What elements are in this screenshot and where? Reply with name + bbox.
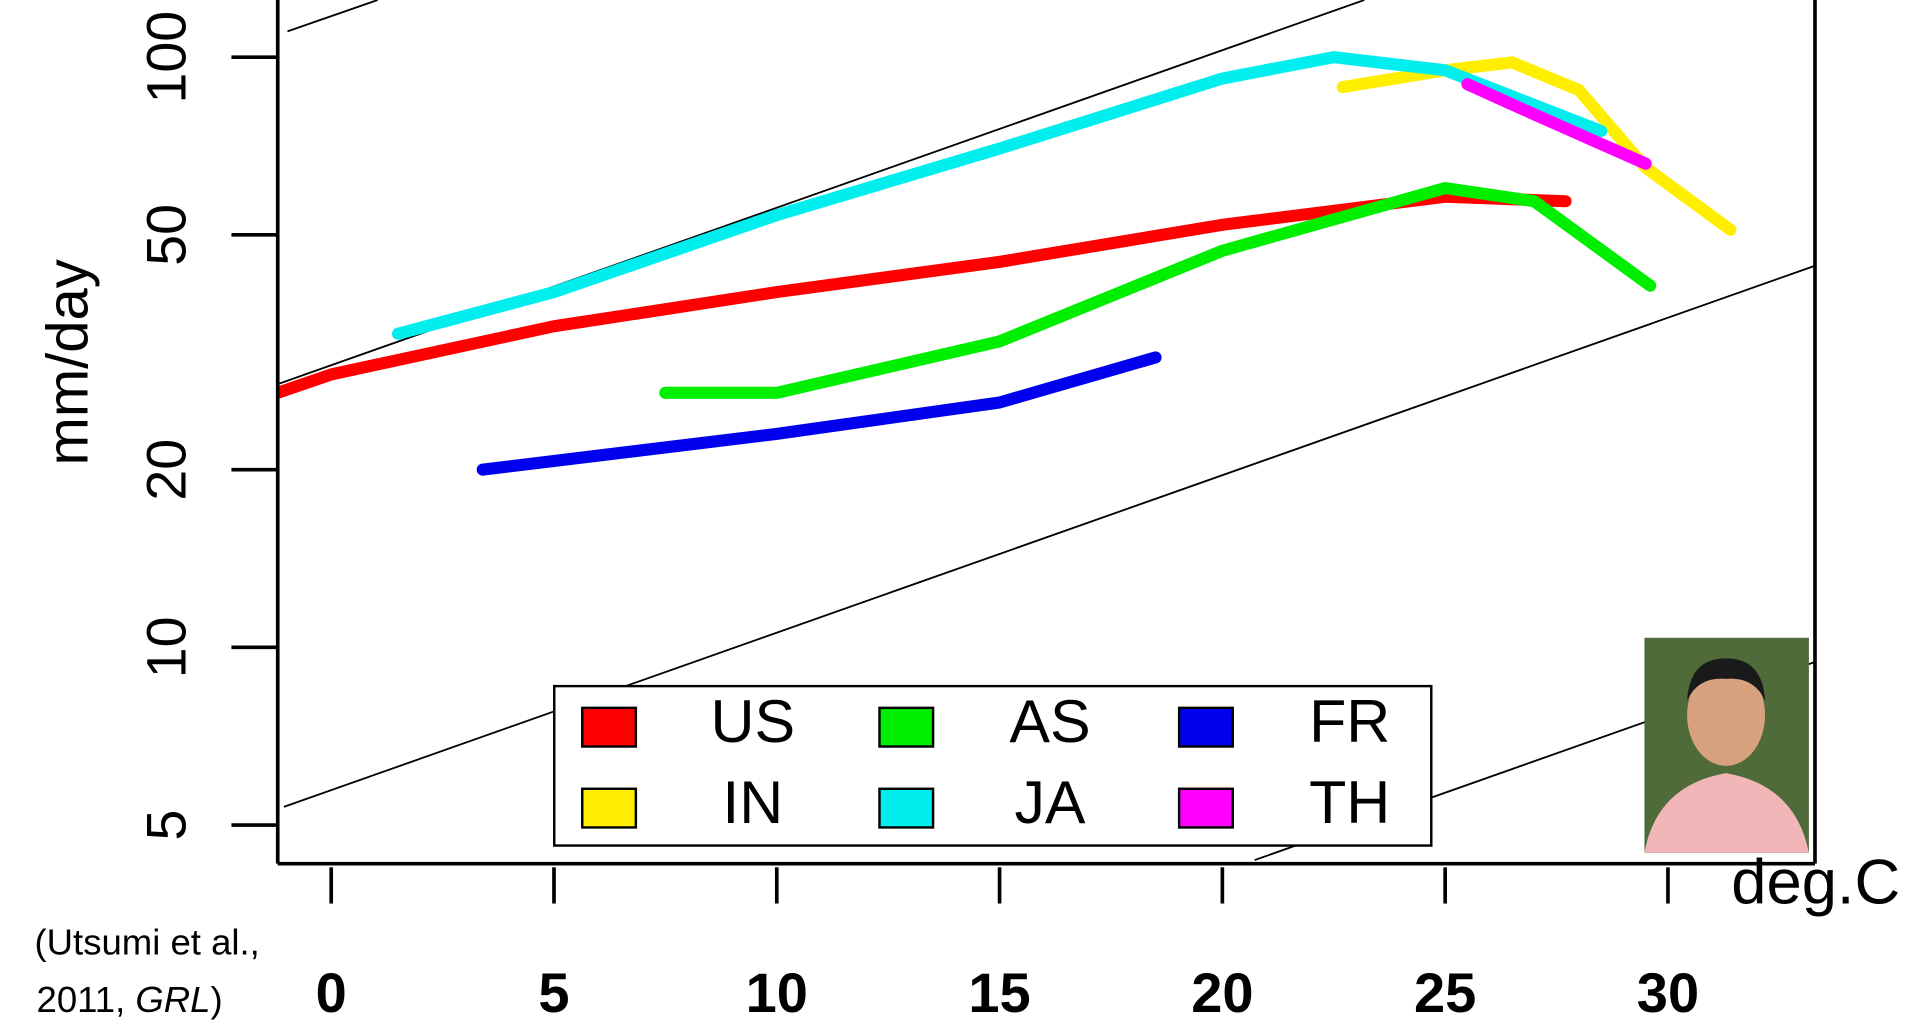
- legend-swatch: [1177, 706, 1234, 748]
- y-tick-label: 10: [134, 616, 197, 678]
- series-line: [659, 182, 1657, 399]
- legend-swatch: [878, 787, 935, 829]
- annotation-journal: GRL: [135, 979, 210, 1020]
- legend-label: TH: [1309, 768, 1390, 836]
- x-tick-label: 10: [746, 961, 808, 1024]
- photo-shirt: [1644, 773, 1809, 853]
- x-tick-label: 20: [1191, 961, 1253, 1024]
- reference-line: [283, 264, 1815, 808]
- x-tick-label: 25: [1414, 961, 1476, 1024]
- legend-box: [553, 684, 1433, 847]
- photo-hair: [1687, 658, 1766, 701]
- legend-swatch: [581, 787, 638, 829]
- x-tick-label: 0: [316, 961, 347, 1024]
- annotation: (Utsumi et al., 2011, GRL): [35, 921, 270, 1020]
- x-tick-label: 15: [968, 961, 1030, 1024]
- series-lines: [277, 51, 1737, 476]
- series-line: [1461, 78, 1652, 170]
- legend-label: AS: [1009, 687, 1090, 755]
- y-tick-label: 20: [134, 439, 197, 501]
- series-line: [476, 351, 1162, 476]
- legend-label: FR: [1309, 687, 1390, 755]
- reference-line: [287, 0, 378, 33]
- series-line: [391, 51, 1608, 340]
- legend-swatch: [1177, 787, 1234, 829]
- annotation-text: 2011,: [37, 979, 136, 1020]
- photo: [1644, 637, 1809, 853]
- plot-frame: [275, 0, 1817, 866]
- legend-swatch: [878, 706, 935, 748]
- y-tick-label: 100: [134, 11, 197, 104]
- legend-swatch: [581, 706, 638, 748]
- annotation-line: (Utsumi et al.,: [35, 921, 260, 962]
- y-tick-label: 50: [134, 204, 197, 266]
- x-axis-label: deg.C: [1731, 848, 1900, 918]
- y-tick-label: 5: [134, 810, 197, 841]
- legend-label: IN: [722, 768, 783, 836]
- legend-label: US: [710, 687, 795, 755]
- annotation-text: ): [211, 979, 223, 1020]
- photo-face: [1687, 664, 1766, 766]
- x-tick-label: 5: [538, 961, 569, 1024]
- legend-label: JA: [1014, 768, 1086, 836]
- y-axis-label: mm/day: [35, 259, 100, 465]
- x-tick-label: 30: [1637, 961, 1699, 1024]
